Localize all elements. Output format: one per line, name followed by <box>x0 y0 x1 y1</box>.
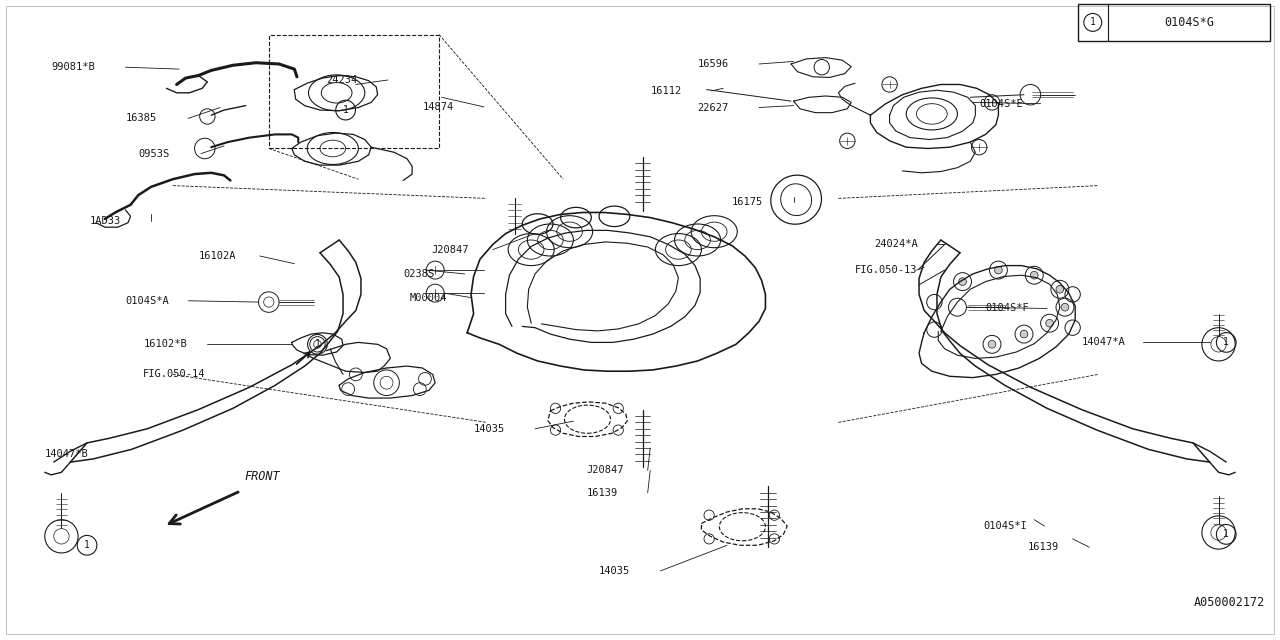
Text: 0104S*F: 0104S*F <box>986 303 1029 314</box>
Text: A050002172: A050002172 <box>1193 596 1265 609</box>
Circle shape <box>1056 285 1064 293</box>
Circle shape <box>959 278 966 285</box>
Text: M00004: M00004 <box>410 292 447 303</box>
Text: 16102*B: 16102*B <box>143 339 187 349</box>
Circle shape <box>995 266 1002 274</box>
Text: 14874: 14874 <box>422 102 453 112</box>
Bar <box>1078 4 1270 41</box>
Text: 1AD33: 1AD33 <box>90 216 120 226</box>
Text: 1: 1 <box>315 339 320 349</box>
Text: J20847: J20847 <box>586 465 623 476</box>
Text: 1: 1 <box>343 105 348 115</box>
Text: FIG.050-13: FIG.050-13 <box>855 265 918 275</box>
Text: 0104S*E: 0104S*E <box>979 99 1023 109</box>
Text: 1: 1 <box>1224 529 1229 540</box>
Circle shape <box>1030 271 1038 279</box>
Text: 24024*A: 24024*A <box>874 239 918 250</box>
Text: 0104S*I: 0104S*I <box>983 521 1027 531</box>
Text: 16139: 16139 <box>1028 542 1059 552</box>
Text: 16112: 16112 <box>650 86 681 96</box>
Text: J20847: J20847 <box>431 244 468 255</box>
Circle shape <box>988 340 996 348</box>
Text: FIG.050-14: FIG.050-14 <box>143 369 206 380</box>
Text: 0104S*G: 0104S*G <box>1164 16 1213 29</box>
Circle shape <box>1046 319 1053 327</box>
Text: FRONT: FRONT <box>244 470 280 483</box>
Text: 0104S*A: 0104S*A <box>125 296 169 306</box>
Text: 16175: 16175 <box>732 196 763 207</box>
Text: 14035: 14035 <box>599 566 630 576</box>
Text: 22627: 22627 <box>698 102 728 113</box>
Text: 16596: 16596 <box>698 59 728 69</box>
Text: 1: 1 <box>1089 17 1096 28</box>
Text: 24234: 24234 <box>326 75 357 85</box>
Bar <box>269 35 439 148</box>
Text: 14047*A: 14047*A <box>1082 337 1125 348</box>
Text: 0238S: 0238S <box>403 269 434 279</box>
Text: 16139: 16139 <box>586 488 617 498</box>
Text: 99081*B: 99081*B <box>51 62 95 72</box>
Text: 14035: 14035 <box>474 424 504 434</box>
Circle shape <box>1020 330 1028 338</box>
Text: 16102A: 16102A <box>198 251 236 261</box>
Text: 16385: 16385 <box>125 113 156 124</box>
Text: 1: 1 <box>1224 337 1229 348</box>
Circle shape <box>1061 303 1069 311</box>
Text: 14047*B: 14047*B <box>45 449 88 460</box>
Text: 0953S: 0953S <box>138 148 169 159</box>
Text: 1: 1 <box>84 540 90 550</box>
